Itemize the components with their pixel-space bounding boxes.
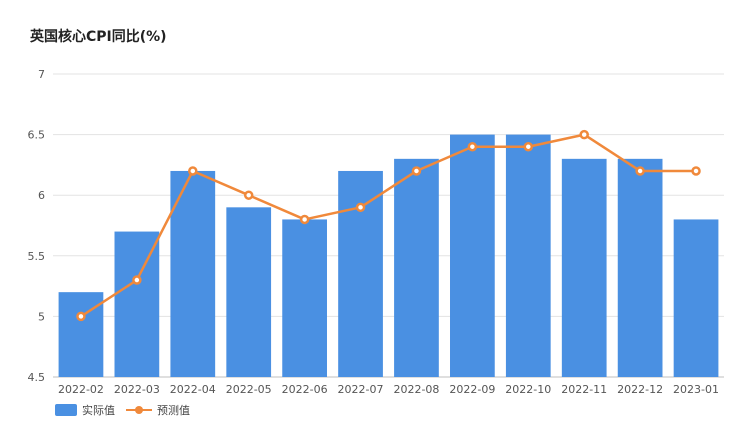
legend-swatch-point	[135, 406, 143, 414]
y-tick-label: 6	[38, 189, 45, 202]
bar	[338, 170, 383, 377]
chart-title: 英国核心CPI同比(%)	[30, 29, 167, 45]
bar	[226, 207, 272, 377]
bar	[505, 134, 551, 377]
y-tick-label: 4.5	[28, 371, 46, 384]
x-tick-label: 2022-12	[617, 383, 663, 396]
x-tick-label: 2022-08	[393, 383, 439, 396]
y-tick-label: 5	[38, 310, 45, 323]
line-point	[691, 166, 701, 176]
bar	[282, 219, 327, 377]
x-tick-label: 2022-05	[226, 383, 272, 396]
line-point	[243, 190, 254, 200]
y-tick-label: 6.5	[28, 129, 46, 142]
line-point	[355, 202, 366, 213]
line-point	[467, 141, 478, 152]
x-tick-label: 2022-09	[449, 383, 495, 396]
x-tick-label: 2022-03	[114, 383, 160, 396]
bar	[394, 158, 439, 377]
line-point	[523, 141, 534, 152]
bar	[170, 170, 216, 377]
y-tick-label: 7	[38, 68, 45, 81]
x-tick-label: 2022-02	[58, 383, 104, 396]
x-tick-label: 2022-04	[170, 383, 216, 396]
y-tick-label: 5.5	[28, 250, 46, 263]
x-tick-label: 2023-01	[673, 383, 719, 396]
x-tick-label: 2022-07	[338, 383, 384, 396]
line-point	[411, 166, 422, 176]
legend-label-bar: 实际值	[82, 403, 115, 417]
bar	[673, 219, 719, 377]
series-line	[79, 133, 698, 318]
line-point	[299, 214, 310, 225]
legend-label-line: 预测值	[157, 404, 190, 417]
line-point	[132, 275, 142, 285]
line-point	[635, 166, 645, 176]
bar	[450, 134, 495, 377]
bar	[617, 158, 663, 377]
bar	[561, 158, 607, 377]
x-tick-label: 2022-10	[505, 383, 551, 396]
x-tick-label: 2022-11	[561, 383, 607, 396]
legend-swatch-bar	[55, 404, 77, 416]
line-point	[76, 311, 86, 322]
line-point	[579, 129, 589, 140]
x-tick-label: 2022-06	[282, 383, 328, 396]
line-point	[188, 166, 198, 176]
bar	[114, 231, 160, 377]
